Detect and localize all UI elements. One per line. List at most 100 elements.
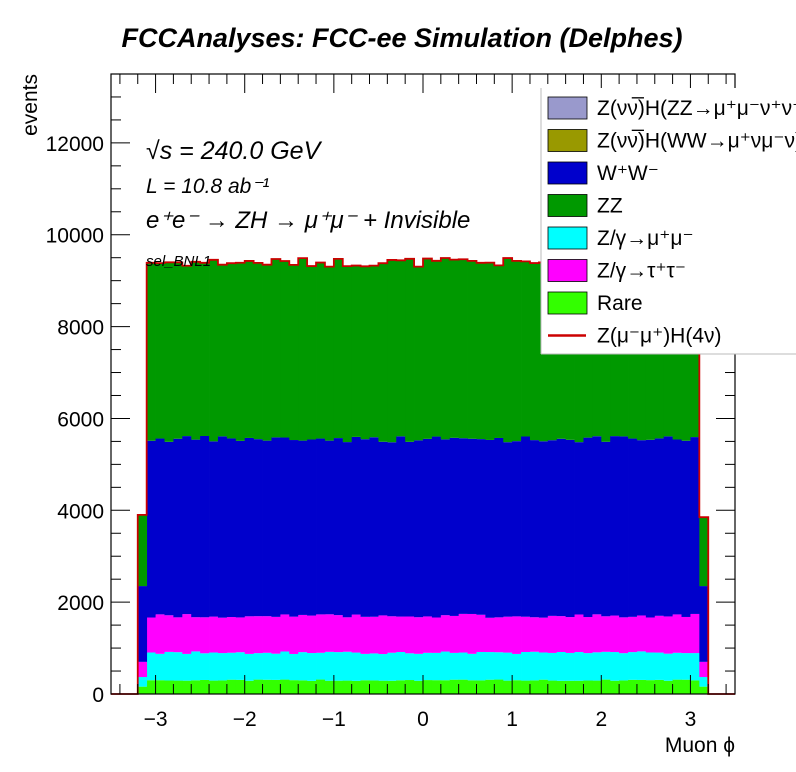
bar-zz bbox=[298, 258, 308, 441]
bar-zz bbox=[423, 258, 433, 439]
bar-rare bbox=[636, 679, 647, 694]
bar-rare bbox=[316, 679, 326, 694]
bar-z-tautau bbox=[628, 616, 638, 653]
bar-zz bbox=[253, 262, 263, 440]
bar-rare bbox=[485, 679, 495, 694]
bar-zz bbox=[351, 265, 361, 437]
legend-entry: Rare bbox=[547, 291, 643, 315]
bar-rare bbox=[414, 680, 424, 694]
bar-z-mumu bbox=[235, 652, 246, 680]
bar-rare bbox=[226, 679, 237, 694]
bar-rare bbox=[601, 679, 611, 694]
bar-ww bbox=[423, 438, 433, 617]
bar-z-tautau bbox=[369, 616, 379, 654]
bar-z-mumu bbox=[628, 652, 638, 680]
bar-z-tautau bbox=[467, 613, 477, 654]
legend-swatch bbox=[547, 161, 588, 185]
bar-z-tautau bbox=[458, 613, 468, 653]
bar-z-mumu bbox=[467, 653, 477, 681]
bar-ww bbox=[378, 441, 388, 616]
bar-z-mumu bbox=[619, 653, 629, 681]
bar-ww bbox=[485, 439, 495, 618]
bar-ww bbox=[146, 440, 156, 618]
bar-ww bbox=[538, 441, 549, 618]
bar-z-mumu bbox=[244, 653, 255, 681]
bar-zz bbox=[699, 517, 709, 587]
bar-zz bbox=[360, 266, 370, 440]
bar-z-mumu bbox=[369, 653, 379, 681]
selection-annotation: sel_BNL1 bbox=[146, 253, 211, 270]
bar-z-tautau bbox=[547, 615, 558, 653]
bar-rare bbox=[253, 679, 263, 694]
bar-ww bbox=[155, 438, 165, 615]
bar-rare bbox=[699, 686, 709, 694]
bar-z-mumu bbox=[645, 652, 656, 681]
bar-z-tautau bbox=[351, 614, 361, 653]
bar-ww bbox=[440, 439, 451, 616]
bar-z-mumu bbox=[387, 652, 397, 681]
bar-z-mumu bbox=[200, 653, 210, 680]
bar-ww bbox=[137, 586, 148, 662]
bar-zz bbox=[494, 265, 504, 438]
bar-z-mumu bbox=[583, 653, 593, 681]
bar-z-tautau bbox=[253, 616, 263, 654]
bar-z-mumu bbox=[423, 652, 433, 681]
bar-z-tautau bbox=[645, 617, 656, 653]
bar-z-mumu bbox=[690, 653, 700, 681]
bar-z-tautau bbox=[307, 615, 317, 654]
bar-ww bbox=[690, 437, 700, 614]
bar-ww bbox=[672, 439, 682, 615]
bar-z-tautau bbox=[360, 616, 370, 654]
legend-label: Z/γ→τ⁺τ⁻ bbox=[597, 260, 686, 283]
bar-ww bbox=[217, 436, 228, 618]
bar-z-mumu bbox=[378, 654, 388, 681]
bar-rare bbox=[271, 679, 281, 694]
bar-z-mumu bbox=[298, 652, 308, 681]
bar-z-tautau bbox=[137, 661, 148, 678]
bar-rare bbox=[191, 680, 201, 694]
bar-z-mumu bbox=[654, 652, 665, 680]
bar-z-tautau bbox=[440, 615, 451, 652]
y-tick-label: 4000 bbox=[57, 500, 104, 523]
bar-z-mumu bbox=[556, 652, 567, 681]
bar-rare bbox=[235, 679, 246, 694]
x-tick-label: −3 bbox=[144, 708, 168, 731]
bar-z-mumu bbox=[182, 653, 192, 681]
bar-ww bbox=[262, 440, 272, 617]
bar-ww bbox=[253, 439, 263, 617]
bar-ww bbox=[556, 438, 567, 617]
legend-label: Z(νν̅)H(WW→μ⁺νμ⁻ν) bbox=[597, 130, 796, 153]
bar-ww bbox=[636, 440, 647, 616]
bar-zz bbox=[173, 262, 183, 439]
bar-rare bbox=[298, 680, 308, 694]
bar-ww bbox=[565, 439, 575, 618]
legend-label: Z/γ→μ⁺μ⁻ bbox=[597, 227, 694, 250]
bar-zz bbox=[440, 258, 451, 440]
y-tick-label: 6000 bbox=[57, 408, 104, 431]
legend-label: ZZ bbox=[597, 195, 623, 218]
bar-zz bbox=[431, 260, 442, 437]
bar-z-tautau bbox=[280, 614, 290, 652]
x-tick-label: 2 bbox=[595, 708, 607, 731]
x-tick-label: 3 bbox=[685, 708, 697, 731]
x-tick-labels: −3 −2 −1 0 1 2 3 bbox=[144, 708, 697, 731]
process-annotation: e⁺e⁻ → ZH → μ⁺μ⁻ + Invisible bbox=[146, 207, 470, 234]
legend-label: W⁺W⁻ bbox=[597, 162, 659, 185]
legend-entry: Z(μ⁻μ⁺)H(4ν) bbox=[548, 325, 722, 348]
bar-z-mumu bbox=[253, 653, 263, 680]
bar-rare bbox=[654, 679, 665, 694]
bar-zz bbox=[485, 262, 495, 440]
legend-label: Rare bbox=[597, 292, 643, 315]
bar-z-mumu bbox=[592, 652, 602, 681]
bar-zz bbox=[289, 264, 299, 441]
bar-rare bbox=[690, 680, 700, 694]
bar-zz bbox=[324, 266, 335, 441]
bar-zz bbox=[137, 514, 148, 587]
bar-rare bbox=[146, 680, 156, 694]
bar-rare bbox=[529, 680, 540, 694]
bar-z-mumu bbox=[699, 677, 709, 687]
bar-z-tautau bbox=[200, 617, 210, 654]
bar-rare bbox=[556, 680, 567, 694]
bar-zz bbox=[209, 259, 219, 442]
bar-z-mumu bbox=[289, 653, 299, 681]
